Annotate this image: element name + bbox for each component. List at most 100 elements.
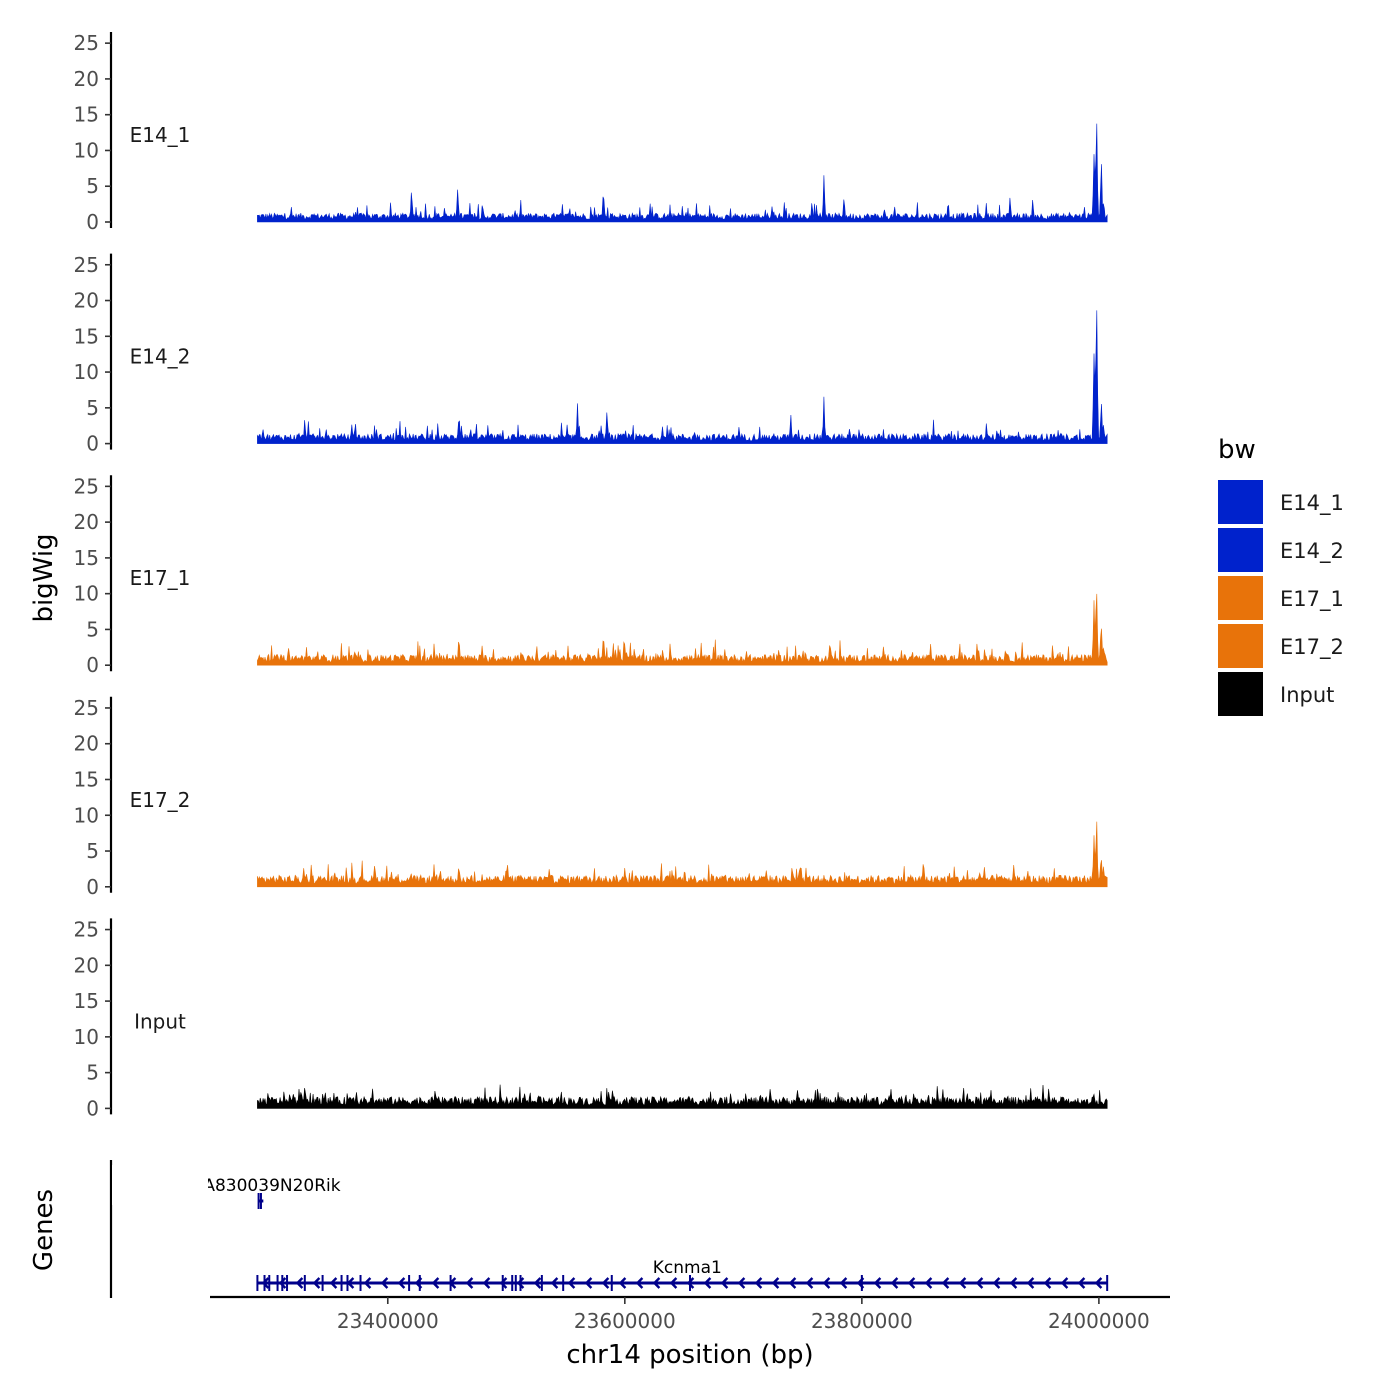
legend-label: E17_2 [1280,635,1344,660]
strand-arrow [261,1277,270,1289]
strand-arrow [788,1277,797,1289]
y-tick-label: 20 [74,67,99,91]
y-axis-title: bigWig [29,533,59,622]
legend-label: E17_1 [1280,587,1344,612]
y-tick-label: 25 [74,696,99,720]
y-tick-label: 0 [86,653,99,677]
x-axis-title: chr14 position (bp) [566,1340,813,1370]
x-axis: 23400000 23600000 23800000 24000000 [210,1295,1170,1333]
strand-arrow [1026,1277,1035,1289]
strand-arrow [533,1277,542,1289]
track-label: E17_1 [130,566,191,590]
strand-arrow [907,1277,916,1289]
y-tick-label: 20 [74,953,99,977]
strand-arrow [720,1277,729,1289]
y-tick-label: 10 [74,138,99,162]
strand-arrow [295,1277,304,1289]
x-tick-label: 23800000 [811,1309,913,1333]
y-tick-label: 25 [74,918,99,942]
y-tick-label: 20 [74,732,99,756]
gene-label: Kcnma1 [653,1258,722,1278]
legend-label: E14_1 [1280,491,1344,516]
signal-area-E17_1 [257,593,1108,666]
strand-arrow [380,1277,389,1289]
strand-arrow [601,1277,610,1289]
signal-area-Input [257,1084,1108,1109]
y-tick-label: 20 [74,289,99,313]
strand-arrow [448,1277,457,1289]
y-tick-label: 15 [74,103,99,127]
strand-arrow [958,1277,967,1289]
y-tick-label: 25 [74,474,99,498]
strand-arrow [771,1277,780,1289]
legend-swatch [1218,480,1263,524]
strand-arrow [839,1277,848,1289]
y-tick-label: 15 [74,989,99,1013]
y-tick-label: 5 [86,174,99,198]
strand-arrow [1043,1277,1052,1289]
y-tick-label: 0 [86,432,99,456]
legend: bw E14_1 E14_2 E17_1 E17_2 Input [1218,435,1344,716]
strand-arrow [652,1277,661,1289]
strand-arrow [703,1277,712,1289]
y-tick-label: 5 [86,839,99,863]
strand-arrow [465,1277,474,1289]
legend-swatch [1218,672,1263,716]
strand-arrow [1060,1277,1069,1289]
track-E17_1: 0 5 10 15 20 25 E17_1 [74,474,1108,677]
strand-arrow [669,1277,678,1289]
strand-arrow [890,1277,899,1289]
strand-arrow [1094,1277,1103,1289]
y-tick-label: 10 [74,360,99,384]
legend-item-Input: Input [1218,672,1334,716]
strand-arrow [873,1277,882,1289]
y-tick-label: 15 [74,324,99,348]
x-tick-label: 24000000 [1048,1309,1150,1333]
signal-area-E14_2 [257,310,1108,444]
y-tick-label: 0 [86,875,99,899]
y-tick-label: 5 [86,1061,99,1085]
strand-arrow [992,1277,1001,1289]
track-E14_2: 0 5 10 15 20 25 E14_2 [74,253,1108,456]
strand-arrow [805,1277,814,1289]
strand-arrow [737,1277,746,1289]
strand-arrow [567,1277,576,1289]
strand-arrow [635,1277,644,1289]
y-tick-label: 5 [86,396,99,420]
strand-arrow [941,1277,950,1289]
strand-arrow [397,1277,406,1289]
legend-item-E17_1: E17_1 [1218,576,1344,620]
strand-arrow [329,1277,338,1289]
strand-arrow [516,1277,525,1289]
y-tick-label: 0 [86,210,99,234]
strand-arrow [1009,1277,1018,1289]
gene-A830039N20Rik: A830039N20Rik [203,1176,341,1209]
y-tick-label: 20 [74,510,99,534]
strand-arrow [363,1277,372,1289]
track-label: Input [134,1009,186,1033]
legend-label: Input [1280,683,1334,707]
strand-arrow [618,1277,627,1289]
legend-swatch [1218,624,1263,668]
genes-track: A830039N20Rik Kcnma1 [109,1160,1109,1298]
track-Input: 0 5 10 15 20 25 Input [74,918,1108,1120]
gene-label: A830039N20Rik [203,1176,340,1196]
legend-item-E17_2: E17_2 [1218,624,1344,668]
signal-tracks: 0 5 10 15 20 25 E14_1 0 5 10 15 20 25 E14_2 0 5 10 15 20 25… [74,31,1108,1120]
legend-item-E14_1: E14_1 [1218,480,1344,524]
signal-area-E14_1 [257,123,1108,223]
strand-arrow [414,1277,423,1289]
track-E17_2: 0 5 10 15 20 25 E17_2 [74,696,1108,899]
y-tick-label: 25 [74,31,99,55]
y-tick-label: 10 [74,803,99,827]
y-tick-label: 0 [86,1096,99,1120]
strand-arrow [346,1277,355,1289]
strand-arrow [431,1277,440,1289]
signal-area-E17_2 [257,821,1108,888]
x-tick-label: 23600000 [574,1309,676,1333]
strand-arrow [924,1277,933,1289]
strand-arrow [686,1277,695,1289]
strand-arrow [856,1277,865,1289]
legend-swatch [1218,528,1263,572]
